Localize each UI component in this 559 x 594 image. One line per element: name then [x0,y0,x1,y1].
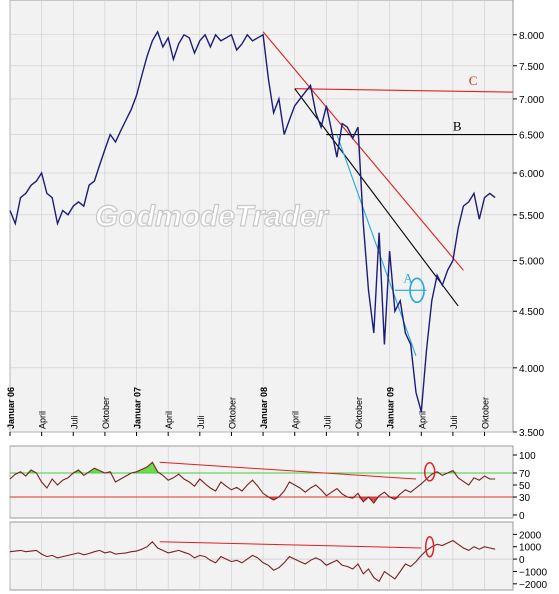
cyan-circle-a [409,277,425,304]
time-tick-label: Januar 09 [386,387,396,429]
price-tick-label: 5.500 [519,211,544,222]
time-tick-label: Januar 08 [259,387,269,429]
time-tick-label: April [164,411,174,429]
time-tick-label: Oktober [101,397,111,429]
oscillator-1-tick-label: 70 [519,469,531,480]
time-tick-label: April [291,411,301,429]
time-tick-label: Januar 06 [6,387,16,429]
time-x-axis: Januar 06 April Juli Oktober Januar 07 April J… [6,387,491,436]
price-tick-label: 4.000 [519,364,544,375]
oscillator-2-red-circle [424,535,435,558]
oscillator-2-tick-label: −1000 [519,567,548,578]
oscillator-2-divergence-line [159,541,422,549]
overbought-fill [147,462,153,473]
oscillator-2-tick-label: −2000 [519,580,548,591]
time-tick-label: Oktober [227,397,237,429]
oscillator-1-background [9,445,514,519]
annotation-b: B [453,119,462,134]
annotation-a: A [403,270,413,285]
time-tick-label: Oktober [354,397,364,429]
price-tick-label: 8.000 [519,31,544,42]
oscillator-2-background [9,521,514,591]
price-tick-label: 6.000 [519,169,544,180]
price-plot-background [9,0,514,433]
overbought-fill [94,468,100,473]
oscillator-2-tick-label: 2000 [519,530,542,541]
price-annotations: A B C [403,73,478,304]
price-line [9,30,496,412]
red-resistance-line-c [294,88,514,93]
oscillator-1-tick-label: 100 [519,451,536,462]
overbought-fill [141,467,148,473]
time-tick-label: Juli [449,415,459,429]
watermark-text: GodmodeTrader [95,200,330,233]
oscillator-1-divergence-line [159,461,417,480]
overbought-fill [78,470,84,473]
oscillator-2-tick-label: 0 [519,555,525,566]
oscillator-1-line [9,461,496,504]
oscillator-1-tick-label: 0 [519,511,525,522]
time-tick-label: Januar 07 [133,387,143,429]
price-tick-label: 3.500 [519,428,544,439]
oscillator-1-red-circle [423,462,436,482]
annotation-c: C [469,73,478,88]
price-tick-label: 6.500 [519,131,544,142]
time-tick-label: April [417,411,427,429]
price-y-axis: 3.500 4.000 4.500 5.000 5.500 6.000 6.500 7.000… [513,31,544,439]
oscillator-2-gridlines [9,522,513,590]
price-tick-label: 4.500 [519,307,544,318]
oscillator-2-line [9,539,496,583]
price-panel: 3.500 4.000 4.500 5.000 5.500 6.000 6.500 7.000… [6,0,544,439]
time-tick-label: April [38,411,48,429]
oscillator-1-tick-label: 50 [519,481,531,492]
price-tick-label: 7.500 [519,62,544,73]
oscillator-2-tick-label: 1000 [519,543,542,554]
time-tick-label: Oktober [481,397,491,429]
price-tick-label: 5.000 [519,257,544,268]
time-tick-label: Juli [322,415,332,429]
price-tick-label: 7.000 [519,95,544,106]
oscillator-1-gridlines [9,446,485,518]
oscillator-2-divergence [159,535,435,558]
time-tick-label: Juli [69,415,79,429]
oscillator-1-tick-label: 30 [519,493,531,504]
oscillator-1-divergence [159,461,436,482]
oscillator-1-bands [10,472,513,498]
red-downtrend-line [262,31,464,271]
time-tick-label: Juli [196,415,206,429]
